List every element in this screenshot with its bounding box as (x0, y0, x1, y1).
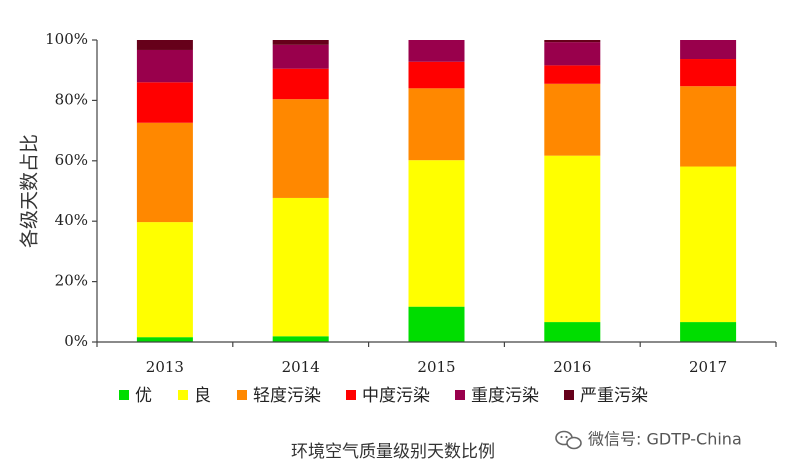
legend-label: 中度污染 (362, 386, 430, 406)
bar-segment-2013-s3 (136, 82, 193, 123)
legend-swatch (455, 390, 465, 400)
legend-label: 重度污染 (471, 386, 539, 406)
y-tick-label: 80% (55, 90, 88, 108)
x-tick-label-2013: 2013 (146, 358, 184, 376)
bar-segment-2014-s1 (272, 197, 329, 337)
axes-layer: 0% 20% 40% 60% 80% 100% 2013 2014 2015 2016 2017 (45, 30, 777, 376)
watermark: 微信号: GDTP-China (555, 430, 742, 450)
legend-swatch (346, 390, 356, 400)
bar-segment-2016-s3 (544, 65, 601, 84)
bar-segment-2016-s5 (544, 40, 601, 43)
bar-segment-2015-s2 (408, 88, 465, 161)
bar-segment-2014-s3 (272, 68, 329, 100)
x-tick-label-2015: 2015 (417, 358, 455, 376)
legend: 优 良 轻度污染 中度污染 重度污染 严重污染 (119, 386, 648, 406)
x-tick-label-2017: 2017 (689, 358, 727, 376)
bar-segment-2013-s1 (136, 222, 193, 338)
bar-segment-2014-s0 (272, 336, 329, 342)
bar-segment-2016-s2 (544, 83, 601, 156)
legend-swatch (237, 390, 247, 400)
legend-item-4: 重度污染 (455, 386, 539, 406)
legend-swatch (178, 390, 188, 400)
x-tick-label-2016: 2016 (553, 358, 591, 376)
legend-item-2: 轻度污染 (237, 386, 321, 406)
wechat-icon (555, 430, 582, 450)
bar-segment-2016-s4 (544, 42, 601, 66)
y-tick-label: 0% (64, 332, 88, 350)
bar-segment-2015-s0 (408, 306, 465, 342)
bar-segment-2014-s5 (272, 40, 329, 45)
legend-swatch (119, 390, 129, 400)
watermark-text: 微信号: GDTP-China (588, 430, 742, 449)
bar-segment-2015-s3 (408, 61, 465, 89)
bar-segment-2016-s0 (544, 322, 601, 342)
legend-swatch (564, 390, 574, 400)
y-tick-label: 100% (45, 30, 88, 48)
x-tick-label-2014: 2014 (282, 358, 320, 376)
y-tick-label: 40% (55, 211, 88, 229)
bar-segment-2013-s0 (136, 337, 193, 342)
legend-item-0: 优 (119, 386, 152, 406)
legend-label: 良 (194, 386, 211, 406)
bar-segment-2014-s4 (272, 44, 329, 69)
legend-item-3: 中度污染 (346, 386, 430, 406)
bar-segment-2017-s4 (680, 40, 737, 60)
bar-segment-2013-s4 (136, 49, 193, 83)
bar-segment-2013-s5 (136, 40, 193, 50)
bar-segment-2016-s1 (544, 155, 601, 323)
bar-segment-2017-s2 (680, 86, 737, 167)
bars-layer (136, 40, 737, 342)
bar-segment-2013-s2 (136, 122, 193, 223)
legend-label: 轻度污染 (253, 386, 321, 406)
bar-segment-2015-s1 (408, 160, 465, 307)
bar-segment-2017-s1 (680, 166, 737, 323)
y-tick-label: 20% (55, 272, 88, 290)
legend-label: 严重污染 (580, 386, 648, 406)
bar-segment-2015-s4 (408, 40, 465, 62)
bar-segment-2017-s3 (680, 59, 737, 87)
bar-segment-2014-s2 (272, 99, 329, 198)
y-axis-label: 各级天数占比 (19, 134, 41, 248)
legend-item-1: 良 (178, 386, 211, 406)
chart-caption: 环境空气质量级别天数比例 (291, 442, 495, 462)
legend-label: 优 (135, 386, 152, 406)
y-tick-label: 60% (55, 151, 88, 169)
legend-item-5: 严重污染 (564, 386, 648, 406)
bar-segment-2017-s0 (680, 322, 737, 342)
